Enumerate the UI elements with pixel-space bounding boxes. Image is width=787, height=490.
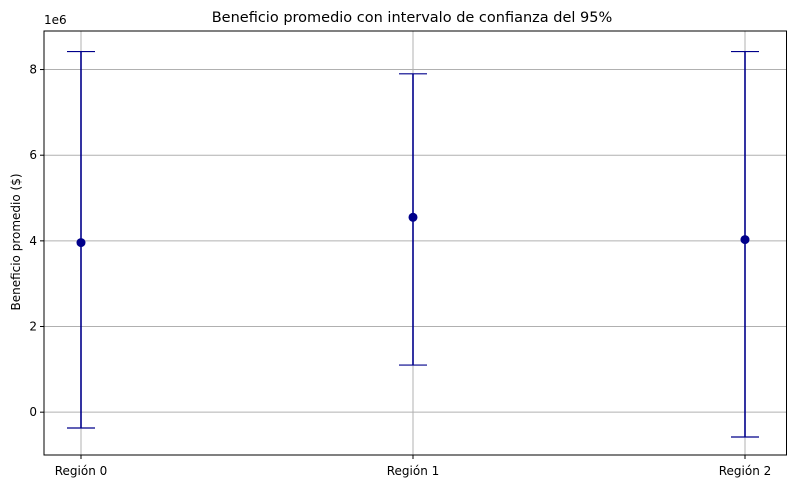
mean-point (740, 235, 750, 245)
mean-point (408, 212, 418, 222)
y-tick-label: 2 (29, 320, 37, 334)
y-axis-label: Beneficio promedio ($) (9, 173, 23, 310)
marks-layer (67, 50, 759, 438)
mean-point (76, 238, 86, 248)
y-tick-label: 6 (29, 148, 37, 162)
y-axis-offset-label: 1e6 (44, 13, 67, 27)
y-tick-label: 0 (29, 405, 37, 419)
chart-title: Beneficio promedio con intervalo de conf… (212, 10, 613, 26)
y-tick-label: 8 (29, 63, 37, 77)
x-tick-label: Región 1 (387, 464, 440, 478)
x-tick-label: Región 2 (719, 464, 772, 478)
x-tick-label: Región 0 (55, 464, 108, 478)
y-tick-label: 4 (29, 234, 37, 248)
